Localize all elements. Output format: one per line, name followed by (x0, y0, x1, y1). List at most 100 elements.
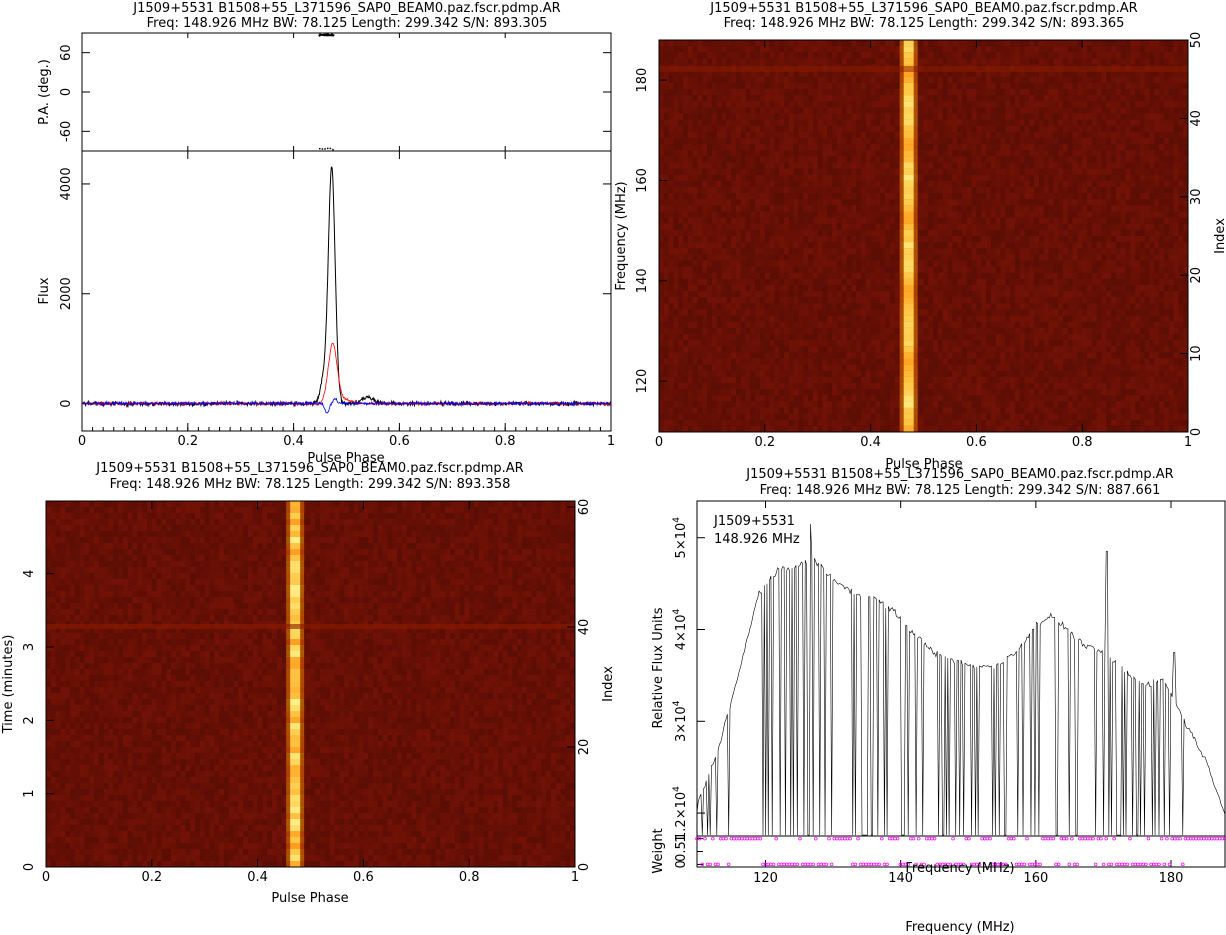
freq-phase-cell (1038, 229, 1045, 237)
freq-phase-cell (851, 266, 857, 274)
freq-phase-cell (889, 168, 896, 176)
freq-phase-cell (1058, 52, 1064, 59)
freq-phase-cell (832, 119, 838, 127)
freq-phase-cell (836, 46, 843, 53)
freq-phase-cell (1043, 119, 1049, 127)
freq-phase-cell (735, 156, 742, 163)
freq-phase-cell (851, 144, 857, 151)
freq-phase-cell (1149, 297, 1155, 304)
freq-phase-cell (673, 229, 679, 237)
freq-phase-cell (817, 89, 823, 96)
freq-phase-cell (817, 260, 823, 268)
freq-phase-cell (1029, 150, 1035, 157)
freq-phase-cell (774, 58, 780, 65)
freq-phase-cell (990, 199, 997, 206)
freq-phase-cell (1168, 82, 1174, 90)
freq-phase-cell (1058, 260, 1064, 268)
freq-phase-cell (822, 223, 828, 231)
freq-phase-cell (692, 297, 698, 304)
freq-phase-cell (740, 303, 746, 310)
freq-phase-cell (860, 101, 867, 108)
freq-phase-cell (836, 180, 843, 188)
freq-phase-cell (745, 187, 751, 194)
freq-phase-cell (1111, 144, 1117, 151)
freq-phase-cell (1058, 254, 1064, 261)
freq-phase-cell (961, 168, 968, 176)
freq-phase-cell (860, 76, 867, 84)
freq-phase-cell (1000, 162, 1006, 170)
freq-phase-cell (692, 266, 698, 274)
freq-phase-cell (726, 193, 732, 200)
freq-phase-cell (1082, 297, 1088, 304)
freq-phase-cell (726, 236, 732, 243)
freq-phase-cell (1038, 95, 1045, 102)
freq-phase-cell (846, 138, 852, 145)
freq-phase-cell (856, 119, 862, 127)
freq-phase-cell (851, 260, 857, 268)
freq-phase-cell (971, 82, 977, 90)
freq-phase-cell (1019, 248, 1025, 255)
freq-phase-cell (1029, 70, 1035, 78)
freq-phase-cell (1043, 40, 1049, 47)
freq-phase-cell (735, 236, 742, 243)
freq-phase-cell (726, 138, 732, 145)
freq-phase-cell (1058, 46, 1064, 53)
freq-phase-cell (957, 303, 963, 310)
freq-phase-cell (716, 82, 722, 90)
freq-phase-cell (784, 187, 790, 194)
freq-phase-cell (803, 156, 809, 163)
freq-phase-cell (731, 193, 737, 200)
freq-phase-cell (889, 162, 896, 170)
freq-phase-cell (1067, 205, 1073, 212)
freq-phase-cell (1005, 125, 1011, 133)
freq-phase-cell (836, 162, 843, 170)
freq-phase-cell (1087, 107, 1093, 114)
freq-phase-cell (1005, 58, 1011, 65)
freq-phase-cell (1000, 248, 1006, 255)
freq-phase-cell (668, 260, 674, 268)
freq-phase-cell (740, 229, 746, 237)
freq-phase-cell (1173, 101, 1179, 108)
freq-phase-cell (971, 278, 977, 286)
freq-phase-cell (841, 46, 847, 53)
freq-phase-cell (745, 254, 751, 261)
freq-phase-cell (1111, 174, 1117, 182)
freq-phase-cell (1159, 119, 1165, 127)
freq-phase-cell (1135, 291, 1141, 298)
freq-phase-cell (707, 107, 713, 114)
freq-phase-cell (976, 40, 982, 47)
freq-phase-cell (1034, 297, 1040, 304)
freq-phase-cell (774, 260, 780, 268)
freq-phase-cell (1048, 236, 1054, 243)
freq-phase-cell (1154, 291, 1160, 298)
freq-phase-cell (860, 193, 867, 200)
freq-phase-cell (774, 180, 780, 188)
freq-phase-cell (918, 162, 924, 170)
freq-phase-cell (1010, 174, 1016, 182)
freq-phase-cell (1096, 95, 1102, 102)
freq-phase-cell (860, 187, 867, 194)
freq-phase-cell (894, 272, 900, 280)
freq-phase-cell (966, 168, 972, 176)
freq-phase-cell (716, 131, 722, 139)
freq-phase-cell (832, 82, 838, 90)
freq-phase-cell (865, 278, 871, 286)
freq-phase-cell (1135, 236, 1141, 243)
freq-phase-cell (1106, 82, 1112, 90)
freq-phase-cell (683, 180, 689, 188)
freq-phase-cell (1125, 119, 1131, 127)
freq-phase-cell (1058, 70, 1064, 78)
freq-phase-cell (1139, 199, 1146, 206)
freq-phase-cell (1159, 254, 1165, 261)
freq-phase-cell (803, 260, 809, 268)
freq-phase-cell (1125, 58, 1131, 65)
freq-phase-cell (1163, 156, 1170, 163)
freq-phase-cell (750, 187, 756, 194)
freq-phase-cell (1183, 113, 1189, 121)
freq-phase-cell (856, 144, 862, 151)
freq-phase-cell (678, 193, 684, 200)
freq-phase-cell (1087, 119, 1093, 127)
freq-phase-cell (731, 131, 737, 139)
pa-point (332, 34, 335, 36)
freq-phase-cell (764, 297, 771, 304)
